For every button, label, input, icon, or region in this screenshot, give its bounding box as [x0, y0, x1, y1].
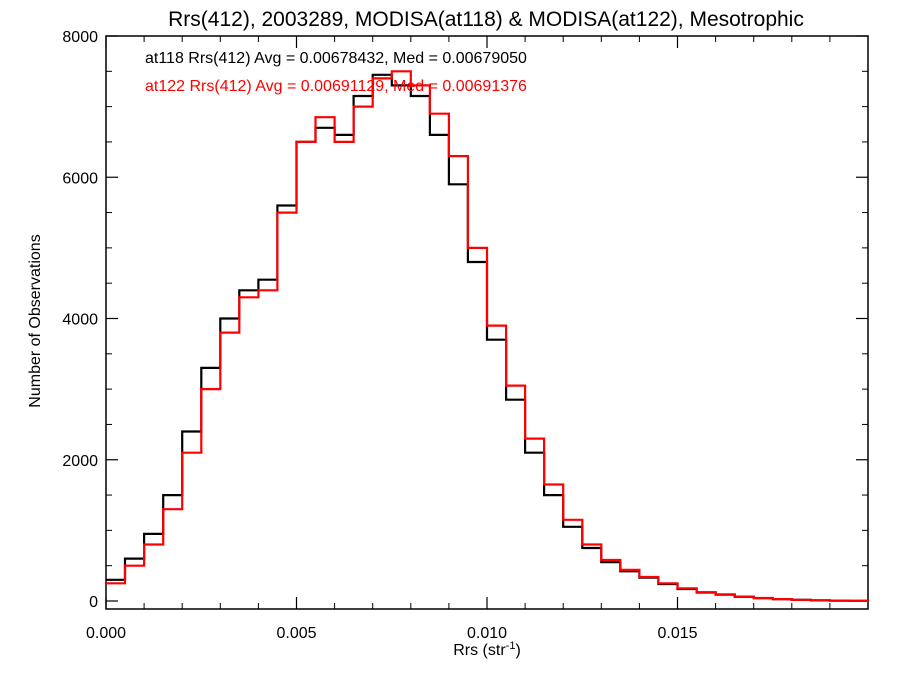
y-tick-label: 4000 [62, 312, 98, 329]
x-tick-label: 0.015 [657, 625, 697, 642]
legend-entry: at122 Rrs(412) Avg = 0.00691129, Med = 0… [145, 78, 527, 95]
y-tick-labels: 0 2000 4000 6000 8000 [62, 29, 98, 611]
y-tick-label: 6000 [62, 170, 98, 187]
y-axis-label: Number of Observations [27, 234, 44, 407]
legend-entry: at118 Rrs(412) Avg = 0.00678432, Med = 0… [145, 50, 527, 67]
series-layer [106, 70, 870, 602]
y-tick-label: 0 [89, 594, 98, 611]
y-tick-label: 2000 [62, 453, 98, 470]
x-tick-label: 0.010 [467, 625, 507, 642]
series-at122 [106, 70, 870, 602]
y-tick-label: 8000 [62, 29, 98, 46]
legend: at118 Rrs(412) Avg = 0.00678432, Med = 0… [145, 50, 527, 95]
chart-title: Rrs(412), 2003289, MODISA(at118) & MODIS… [168, 8, 804, 31]
x-tick-label: 0.000 [86, 625, 126, 642]
axis-ticks [105, 35, 868, 609]
x-tick-labels: 0.000 0.005 0.010 0.015 [86, 625, 698, 642]
x-tick-label: 0.005 [276, 625, 316, 642]
x-axis-label: Rrs (str-1) [453, 640, 521, 659]
